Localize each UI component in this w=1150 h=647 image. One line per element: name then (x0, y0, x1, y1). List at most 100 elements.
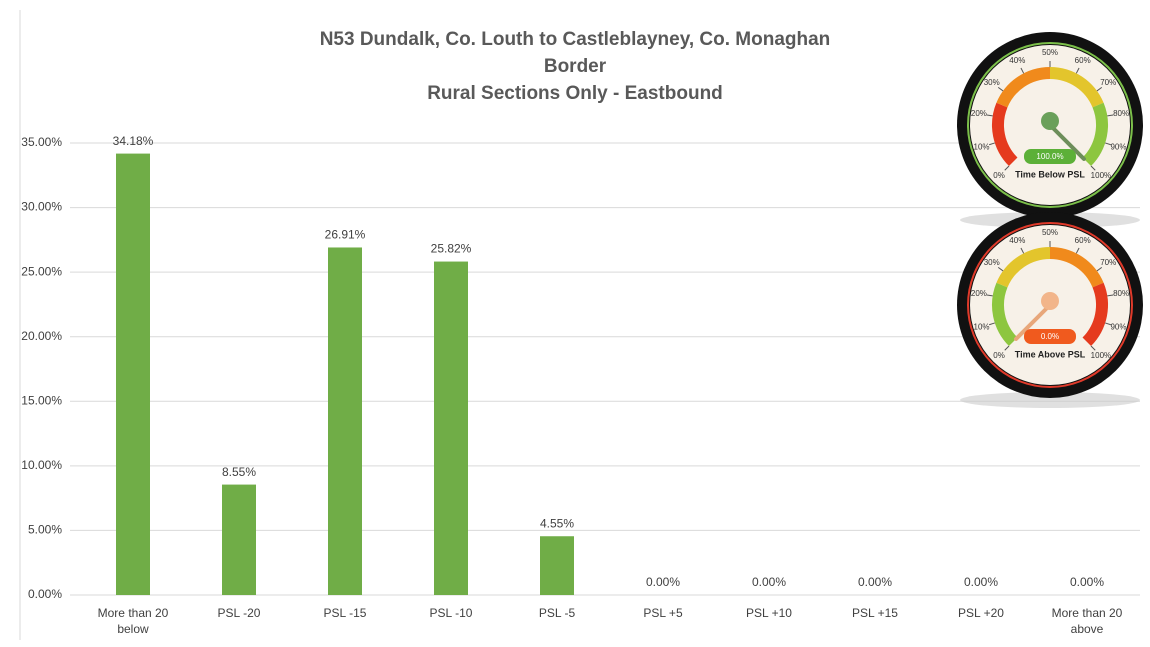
x-tick-label: PSL +20 (958, 606, 1004, 620)
gauge-tick (1107, 114, 1114, 117)
data-label: 0.00% (646, 575, 680, 589)
chart-title: Border (544, 56, 607, 77)
gauge-tick-label: 40% (1009, 236, 1025, 245)
gauge-tick (1020, 67, 1025, 74)
gauge-tick-label: 20% (971, 109, 987, 118)
gauge-tick-label: 0% (993, 351, 1005, 360)
gauge-tick-label: 90% (1110, 142, 1126, 151)
x-tick-label: More than 20 below (97, 606, 169, 636)
gauge-tick (997, 266, 1004, 272)
gauge-arc (1049, 247, 1104, 288)
gauge-tick-label: 50% (1042, 228, 1058, 237)
gauge-arc (1082, 282, 1108, 347)
gauge-tick-label: 70% (1100, 78, 1116, 87)
x-tick-label: PSL -15 (323, 606, 367, 620)
gauge-tick (1020, 247, 1025, 254)
gauge-title: Time Below PSL (1015, 169, 1085, 179)
data-label: 8.55% (222, 465, 256, 479)
gauge-tick (1004, 345, 1010, 351)
gauge-hub (1041, 292, 1059, 310)
data-label: 0.00% (752, 575, 786, 589)
y-tick-label: 35.00% (21, 135, 62, 149)
gauge-value: 100.0% (1036, 152, 1063, 161)
x-tick-label: PSL -5 (538, 606, 576, 620)
x-tick-label: PSL -10 (429, 606, 473, 620)
gauge-arc (992, 102, 1018, 167)
y-tick-label: 0.00% (28, 587, 62, 601)
bar (222, 484, 256, 595)
gauge-tick (1096, 266, 1103, 272)
gauge-tick (988, 322, 995, 326)
gauge-pill (1024, 329, 1076, 344)
gauge-tick (1090, 345, 1096, 351)
y-tick-label: 20.00% (21, 329, 62, 343)
x-tick-label: PSL +5 (643, 606, 683, 620)
y-tick-label: 5.00% (28, 523, 62, 537)
gauge-tick-label: 80% (1113, 289, 1129, 298)
bar (540, 536, 574, 595)
gauge-tick (1107, 294, 1114, 297)
gauge-tick-label: 30% (984, 258, 1000, 267)
data-label: 0.00% (1070, 575, 1104, 589)
gauge-pill (1024, 149, 1076, 164)
data-label: 0.00% (964, 575, 998, 589)
gauge-tick (997, 86, 1004, 92)
y-tick-label: 25.00% (21, 264, 62, 278)
gauge-tick-label: 0% (993, 171, 1005, 180)
gauge-tick-label: 70% (1100, 258, 1116, 267)
gauge: 0% 10% 20% 30% 40% 50% 60% 70% 80% 90% 100% 100.0% T… (957, 32, 1143, 228)
gauge-tick (988, 142, 995, 146)
gauge-tick-label: 30% (984, 78, 1000, 87)
gauge-tick-label: 100% (1091, 171, 1111, 180)
gauge-tick (1105, 142, 1112, 146)
gauge-ring (967, 222, 1133, 388)
gauge-value: 0.0% (1041, 332, 1059, 341)
gauge-tick (1075, 67, 1080, 74)
gauge-tick (1090, 165, 1096, 171)
gauge-tick-label: 60% (1075, 236, 1091, 245)
gauge-tick-label: 60% (1075, 56, 1091, 65)
data-label: 0.00% (858, 575, 892, 589)
chart-title: Rural Sections Only - Eastbound (427, 83, 723, 104)
bar (434, 261, 468, 595)
gauge-tick (1004, 165, 1010, 171)
y-tick-label: 30.00% (21, 200, 62, 214)
gauge-tick-label: 10% (974, 142, 990, 151)
gauge-arc (992, 282, 1018, 347)
x-tick-label: PSL +10 (746, 606, 792, 620)
gauge-needle (1048, 123, 1086, 161)
data-label: 34.18% (113, 134, 154, 148)
gauge-tick-label: 90% (1110, 322, 1126, 331)
y-tick-label: 15.00% (21, 393, 62, 407)
x-tick-label: More than 20 above (1051, 606, 1123, 636)
gauge-tick-label: 80% (1113, 109, 1129, 118)
gauge-arc (996, 247, 1051, 288)
x-tick-label: PSL +15 (852, 606, 898, 620)
y-tick-label: 10.00% (21, 458, 62, 472)
bar (116, 153, 150, 595)
gauge-tick (986, 294, 993, 297)
gauge-shadow (960, 392, 1140, 408)
gauge-ring (967, 42, 1133, 208)
gauge-tick-label: 100% (1091, 351, 1111, 360)
gauge-tick-label: 50% (1042, 48, 1058, 57)
gauge-tick (1096, 86, 1103, 92)
gauge-tick-label: 10% (974, 322, 990, 331)
data-label: 26.91% (325, 228, 366, 242)
gauge-arc (1049, 67, 1104, 108)
gauge-hub (1041, 112, 1059, 130)
gauge-tick (1105, 322, 1112, 326)
chart-title: N53 Dundalk, Co. Louth to Castleblayney,… (320, 29, 831, 50)
x-tick-label: PSL -20 (217, 606, 261, 620)
gauge-needle (1014, 303, 1052, 341)
gauge-tick (1075, 247, 1080, 254)
gauge: 0% 10% 20% 30% 40% 50% 60% 70% 80% 90% 100% 0.0% Tim… (957, 212, 1143, 408)
gauge-arc (1082, 102, 1108, 167)
gauge-tick-label: 40% (1009, 56, 1025, 65)
data-label: 25.82% (431, 242, 472, 256)
gauge-title: Time Above PSL (1015, 349, 1086, 359)
gauge-tick-label: 20% (971, 289, 987, 298)
gauge-arc (996, 67, 1051, 108)
